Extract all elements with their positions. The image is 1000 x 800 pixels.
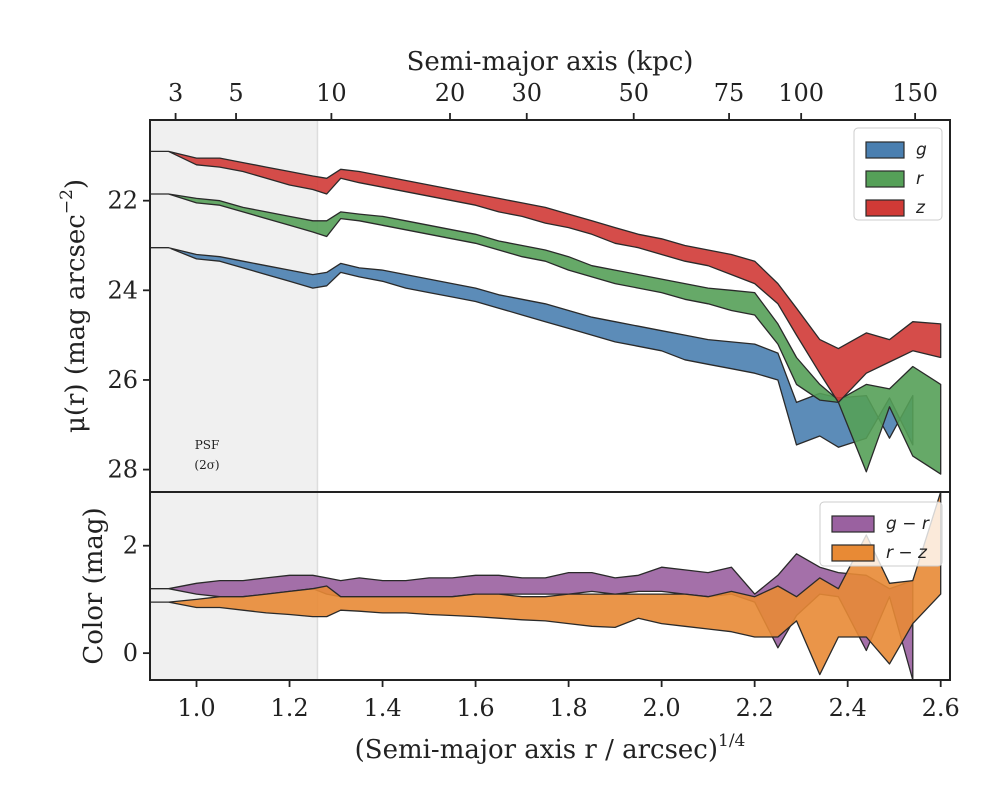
psf-label-line1: PSF bbox=[195, 438, 220, 452]
x-tick-label: 1.4 bbox=[363, 694, 401, 722]
y-tick-label: 22 bbox=[107, 187, 138, 215]
bottom-y-ticks: 02 bbox=[123, 532, 150, 667]
top-panel: PSF (2σ) 22 24 26 28 3 5 10 20 30 50 75 100 150 grz bbox=[107, 79, 951, 493]
x-tick-label: 1.0 bbox=[177, 694, 215, 722]
legend-swatch bbox=[831, 544, 875, 562]
band-r-1 bbox=[149, 193, 942, 475]
kpc-tick-label: 3 bbox=[168, 79, 183, 107]
y-tick-label: 2 bbox=[123, 532, 138, 560]
x-axis-title-superscript: 1/4 bbox=[718, 731, 745, 751]
psf-label-line2: (2σ) bbox=[194, 458, 219, 472]
top-x-axis-title: Semi-major axis (kpc) bbox=[407, 47, 694, 77]
legend-swatch bbox=[865, 199, 905, 217]
x-axis-ticks: 1.0 1.2 1.4 1.6 1.8 2.0 2.2 2.4 2.6 bbox=[177, 680, 960, 722]
x-tick-label: 1.6 bbox=[456, 694, 494, 722]
top-legend: grz bbox=[853, 127, 943, 221]
legend-label: r − z bbox=[886, 543, 928, 563]
kpc-tick-label: 50 bbox=[618, 79, 649, 107]
legend-label: g bbox=[916, 140, 927, 160]
kpc-tick-label: 75 bbox=[714, 79, 745, 107]
top-series-group bbox=[149, 150, 942, 475]
legend-label: r bbox=[916, 169, 924, 189]
x-tick-label: 1.8 bbox=[550, 694, 588, 722]
bottom-panel: 02 1.0 1.2 1.4 1.6 1.8 2.0 2.2 2.4 2.6 g − rr − … bbox=[123, 491, 960, 722]
y-tick-label: 28 bbox=[107, 456, 138, 484]
legend-label: z bbox=[915, 198, 926, 218]
top-kpc-ticks: 3 5 10 20 30 50 75 100 150 bbox=[168, 79, 938, 120]
x-tick-label: 2.0 bbox=[643, 694, 681, 722]
top-y-axis-title-close: ) bbox=[61, 179, 91, 189]
band-z-2 bbox=[149, 150, 942, 404]
x-axis-title: (Semi-major axis r / arcsec)1/4 bbox=[355, 731, 746, 765]
bottom-y-axis-title: Color (mag) bbox=[79, 507, 109, 664]
top-y-axis-title-text: μ(r) (mag arcsec bbox=[61, 214, 91, 433]
kpc-tick-label: 150 bbox=[892, 79, 938, 107]
x-axis-title-text: (Semi-major axis r / arcsec) bbox=[355, 735, 718, 765]
bottom-legend: g − r r − z bbox=[819, 501, 943, 567]
y-tick-label: 0 bbox=[123, 639, 138, 667]
top-y-axis-title: μ(r) (mag arcsec−2) bbox=[57, 179, 91, 433]
x-tick-label: 2.4 bbox=[829, 694, 867, 722]
kpc-tick-label: 10 bbox=[316, 79, 347, 107]
y-tick-label: 26 bbox=[107, 366, 138, 394]
kpc-tick-label: 20 bbox=[435, 79, 466, 107]
bottom-panel-frame bbox=[149, 491, 951, 681]
x-tick-label: 2.2 bbox=[736, 694, 774, 722]
kpc-tick-label: 30 bbox=[511, 79, 542, 107]
legend-label: g − r bbox=[886, 514, 930, 534]
legend-swatch bbox=[831, 515, 875, 533]
kpc-tick-label: 5 bbox=[228, 79, 243, 107]
x-tick-label: 1.2 bbox=[270, 694, 308, 722]
legend-swatch bbox=[865, 170, 905, 188]
legend-swatch bbox=[865, 141, 905, 159]
x-tick-label: 2.6 bbox=[922, 694, 960, 722]
kpc-tick-label: 100 bbox=[778, 79, 824, 107]
y-tick-label: 24 bbox=[107, 276, 138, 304]
top-y-axis-title-superscript: −2 bbox=[57, 189, 77, 214]
top-y-ticks: 22 24 26 28 bbox=[107, 187, 150, 484]
